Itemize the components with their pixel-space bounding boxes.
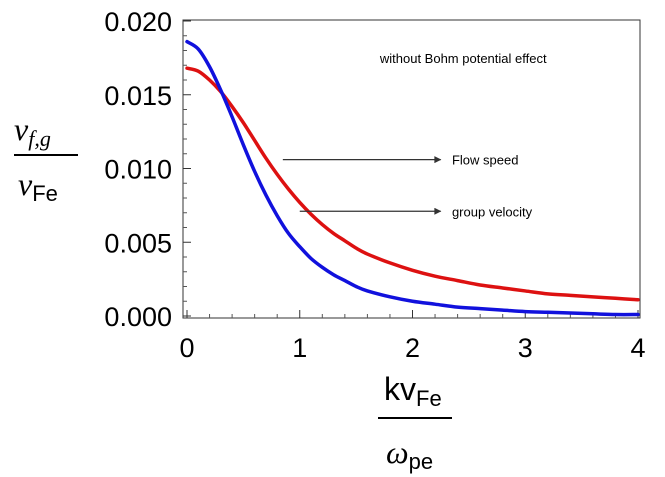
series-line-blue xyxy=(185,39,640,317)
xlabel-num-sub: Fe xyxy=(416,386,442,411)
x-tick-label: 1 xyxy=(292,333,307,363)
x-tick-label: 0 xyxy=(179,333,194,363)
annotations: without Bohm potential effect Flow speed g… xyxy=(282,51,547,219)
x-tick-label: 3 xyxy=(518,333,533,363)
annotation-text: group velocity xyxy=(452,204,533,219)
y-tick-label: 0.000 xyxy=(104,302,172,332)
ylabel-den-base: v xyxy=(18,166,33,202)
y-axis-ticks: 0.000 0.005 0.010 0.015 0.020 xyxy=(104,7,191,332)
y-tick-label: 0.010 xyxy=(104,155,172,185)
svg-text:vf,g: vf,g xyxy=(14,111,51,151)
svg-text:ωpe: ωpe xyxy=(386,434,433,474)
x-tick-label: 2 xyxy=(405,333,420,363)
series-line-red xyxy=(185,66,640,302)
series-layer xyxy=(185,39,640,317)
svg-text:vFe: vFe xyxy=(18,166,58,206)
xlabel-den-base: ω xyxy=(386,434,409,470)
ylabel-num-sub: f,g xyxy=(28,126,51,151)
y-tick-label: 0.020 xyxy=(104,7,172,37)
ylabel-den-sub: Fe xyxy=(32,181,58,206)
xlabel-den-sub: pe xyxy=(409,449,433,474)
xlabel-num-base: kv xyxy=(384,371,416,407)
x-axis-label: kvFe ωpe xyxy=(378,371,452,474)
x-tick-label: 4 xyxy=(630,333,645,363)
y-tick-label: 0.005 xyxy=(104,228,172,258)
annotation-text: Flow speed xyxy=(452,153,518,168)
svg-text:kvFe: kvFe xyxy=(384,371,442,411)
annotation-text: without Bohm potential effect xyxy=(379,51,547,66)
x-axis-ticks: 0 1 2 3 4 xyxy=(179,310,646,363)
ylabel-num-base: v xyxy=(14,111,29,147)
y-tick-label: 0.015 xyxy=(104,81,172,111)
y-axis-label: vf,g vFe xyxy=(14,111,78,206)
